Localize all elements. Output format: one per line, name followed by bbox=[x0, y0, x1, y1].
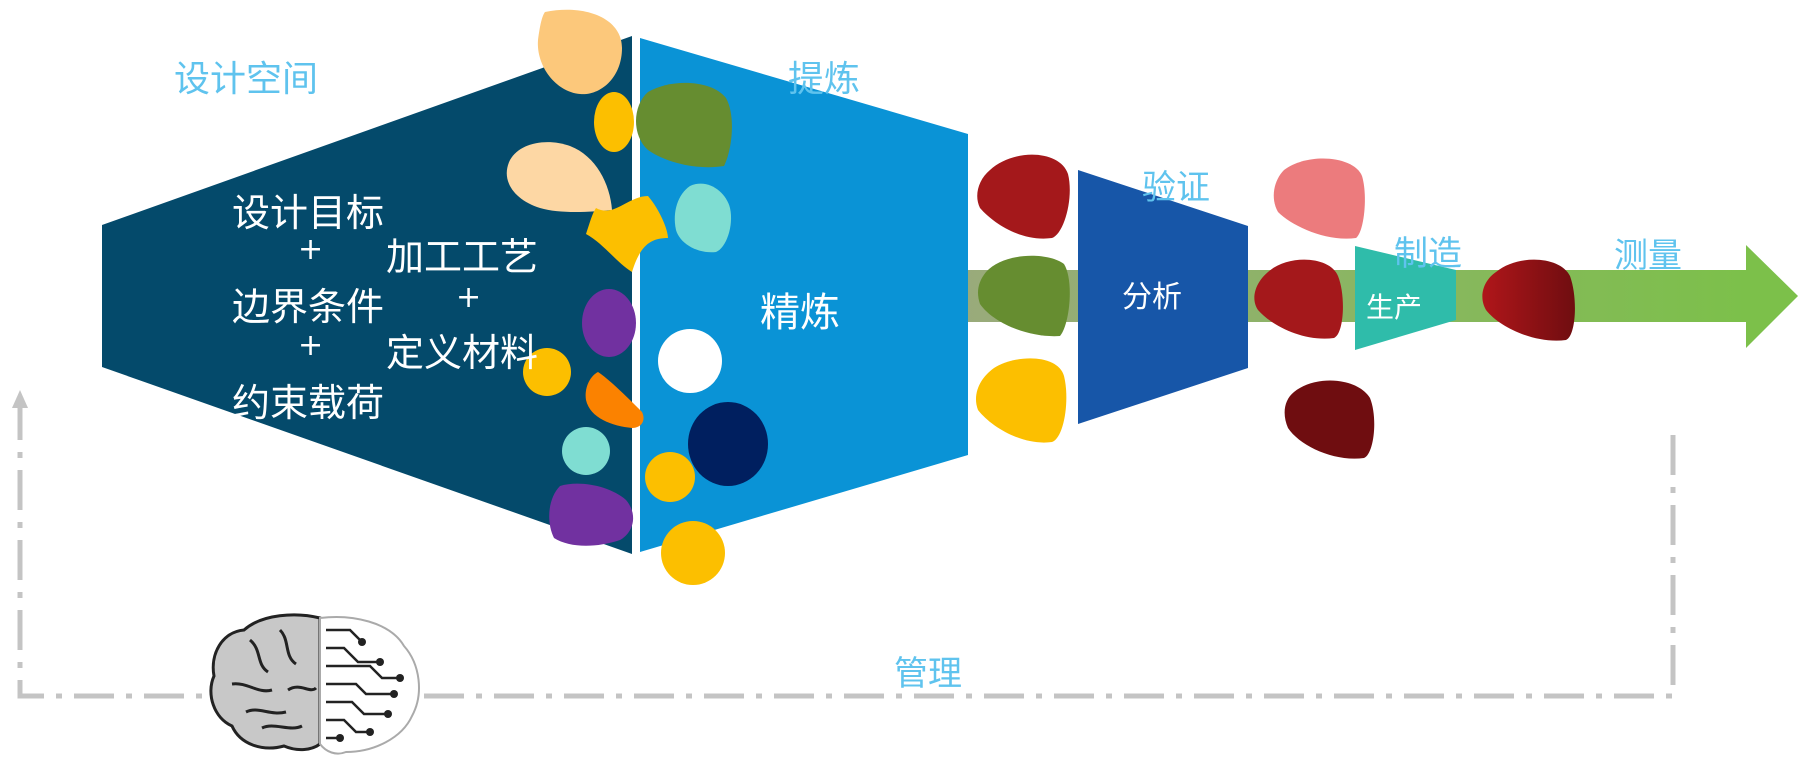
design-pebbles bbox=[506, 9, 768, 585]
pebble-yellow-2 bbox=[523, 348, 571, 396]
pebble-purple-2 bbox=[549, 483, 634, 546]
pebble-teal-1 bbox=[674, 183, 732, 253]
design-input-3: 边界条件 bbox=[232, 285, 385, 329]
pebble-red-1 bbox=[977, 154, 1070, 239]
label-analysis: 分析 bbox=[1122, 280, 1182, 315]
label-manage: 管理 bbox=[894, 654, 962, 694]
label-verify: 验证 bbox=[1142, 168, 1210, 208]
verify-pebbles bbox=[975, 154, 1575, 459]
design-input-plus-3: + bbox=[298, 328, 324, 363]
pebble-yellow-3 bbox=[645, 452, 695, 502]
pebble-navy bbox=[688, 402, 768, 486]
pebble-yellow-bow bbox=[586, 196, 668, 272]
pebble-orange bbox=[585, 372, 644, 428]
pebble-pink bbox=[1273, 158, 1365, 239]
design-input-2: 加工工艺 bbox=[386, 235, 539, 279]
pebble-red-2 bbox=[1254, 259, 1343, 339]
pebble-purple-1 bbox=[582, 289, 636, 357]
analysis-shape bbox=[1078, 170, 1248, 424]
pebble-yellow-5 bbox=[975, 358, 1067, 443]
label-refinement: 精炼 bbox=[760, 290, 840, 336]
pebble-white bbox=[658, 329, 722, 393]
pebble-gradient-red bbox=[1482, 259, 1575, 341]
production-shape bbox=[1355, 246, 1456, 350]
design-space-shape bbox=[102, 36, 632, 554]
pebble-green-2 bbox=[978, 255, 1070, 337]
label-design-space: 设计空间 bbox=[174, 59, 319, 100]
pebble-darkred-1 bbox=[1284, 380, 1375, 459]
label-measure: 测量 bbox=[1614, 236, 1682, 276]
pebble-peach-top bbox=[537, 9, 622, 95]
pebble-yellow-1 bbox=[594, 92, 634, 152]
label-manufacture: 制造 bbox=[1394, 234, 1462, 274]
pebble-yellow-4 bbox=[661, 521, 725, 585]
management-loop bbox=[17, 400, 1676, 699]
design-input-plus-1: + bbox=[298, 232, 324, 267]
label-refine: 提炼 bbox=[788, 59, 861, 100]
design-input-plus-2: + bbox=[456, 280, 482, 315]
design-input-1: 设计目标 bbox=[232, 191, 385, 235]
design-input-4: 定义材料 bbox=[386, 331, 539, 375]
design-input-5: 约束载荷 bbox=[232, 381, 385, 425]
pebble-peach-mid bbox=[506, 142, 612, 212]
brain-circuit-icon bbox=[209, 613, 420, 755]
label-production: 生产 bbox=[1366, 291, 1423, 324]
pebble-green-1 bbox=[636, 82, 732, 168]
pebble-teal-2 bbox=[562, 427, 610, 475]
loop-arrow-head bbox=[12, 390, 28, 408]
